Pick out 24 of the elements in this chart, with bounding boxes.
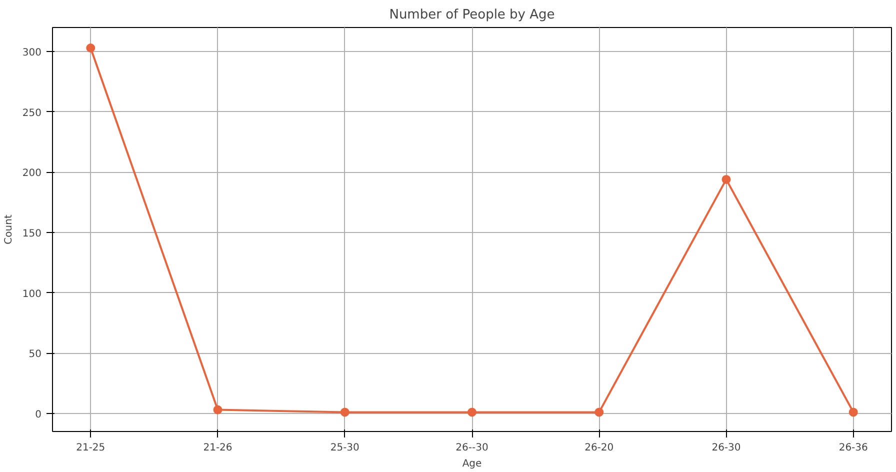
x-tick-label: 25-30 (330, 442, 360, 454)
x-tick-label: 26-36 (838, 442, 868, 454)
point (848, 408, 858, 417)
y-tick-label: 100 (22, 288, 42, 300)
x-tick-label: 26-30 (712, 442, 741, 454)
point (86, 44, 96, 52)
y-tick-label: 0 (35, 409, 42, 420)
x-axis-title: Age (462, 458, 482, 470)
point (722, 174, 731, 184)
point (594, 408, 604, 417)
chart-title: Number of People by Age (389, 8, 555, 22)
y-tick-label: 200 (22, 168, 42, 180)
point (468, 408, 476, 417)
x-tick-label: 26-20 (584, 442, 614, 454)
x-tick-label: 26--30 (456, 442, 488, 454)
x-tick-label: 21-25 (76, 442, 106, 454)
y-tick-label: 300 (22, 48, 42, 59)
y-tick-label: 50 (28, 349, 42, 360)
y-tick-label: 250 (22, 108, 42, 119)
point (213, 405, 222, 414)
x-tick-label: 21-26 (203, 442, 232, 454)
y-axis-title: Count (3, 214, 14, 244)
point (340, 408, 350, 417)
y-tick-label: 150 (22, 228, 42, 240)
